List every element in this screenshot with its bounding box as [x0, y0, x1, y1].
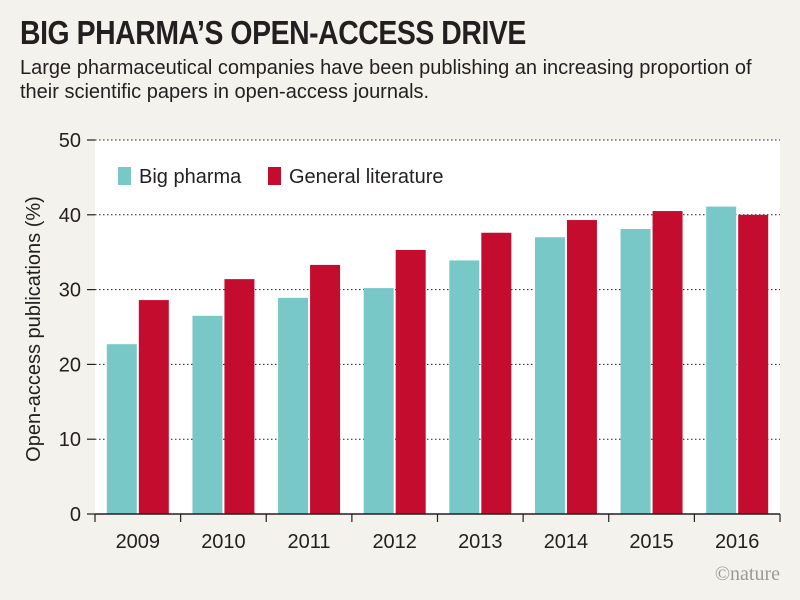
- bar-big-pharma: [534, 237, 565, 515]
- bar-big-pharma: [449, 260, 480, 514]
- legend-swatch-general-literature: [268, 167, 281, 185]
- x-tick-label: 2014: [544, 531, 589, 553]
- y-axis-title: Open-access publications (%): [23, 196, 45, 462]
- legend-swatch-big-pharma: [118, 167, 131, 185]
- bar-big-pharma: [192, 315, 223, 514]
- bar-big-pharma: [363, 288, 394, 514]
- x-tick-label: 2011: [288, 531, 331, 553]
- x-tick-label: 2013: [458, 531, 503, 553]
- bars: [106, 206, 769, 515]
- legend-label: General literature: [289, 166, 444, 188]
- chart-subtitle: Large pharmaceutical companies have been…: [20, 57, 752, 103]
- bar-general-literature: [652, 211, 683, 514]
- bar-general-literature: [310, 264, 341, 514]
- y-axis: 0 10 20 30 40 50: [59, 130, 95, 526]
- bar-general-literature: [481, 232, 512, 514]
- x-axis: 2009 2010 2011 2012 2013 2014 2015 2016: [94, 513, 781, 553]
- bar-big-pharma: [106, 344, 137, 514]
- bar-general-literature: [138, 300, 169, 514]
- bar-general-literature: [224, 279, 255, 514]
- chart-title: BIG PHARMA’S OPEN-ACCESS DRIVE: [20, 14, 526, 51]
- legend: Big pharma General literature: [118, 166, 444, 188]
- y-tick-label: 0: [70, 504, 81, 526]
- y-tick-label: 30: [59, 280, 81, 302]
- bar-big-pharma: [706, 206, 737, 514]
- nature-logo: ©nature: [714, 563, 780, 585]
- bar-big-pharma: [620, 229, 651, 514]
- bar-general-literature: [395, 249, 426, 514]
- bar-general-literature: [738, 214, 769, 515]
- bar-general-literature: [566, 220, 597, 514]
- legend-label: Big pharma: [139, 166, 242, 188]
- y-tick-label: 10: [59, 429, 81, 451]
- y-tick-label: 40: [59, 205, 81, 227]
- bar-big-pharma: [278, 297, 309, 514]
- x-tick-label: 2015: [629, 531, 674, 553]
- x-tick-label: 2016: [715, 531, 760, 553]
- x-tick-label: 2009: [116, 531, 161, 553]
- y-tick-label: 20: [59, 354, 81, 376]
- y-tick-label: 50: [59, 130, 81, 152]
- x-tick-label: 2012: [372, 531, 417, 553]
- x-tick-label: 2010: [201, 531, 246, 553]
